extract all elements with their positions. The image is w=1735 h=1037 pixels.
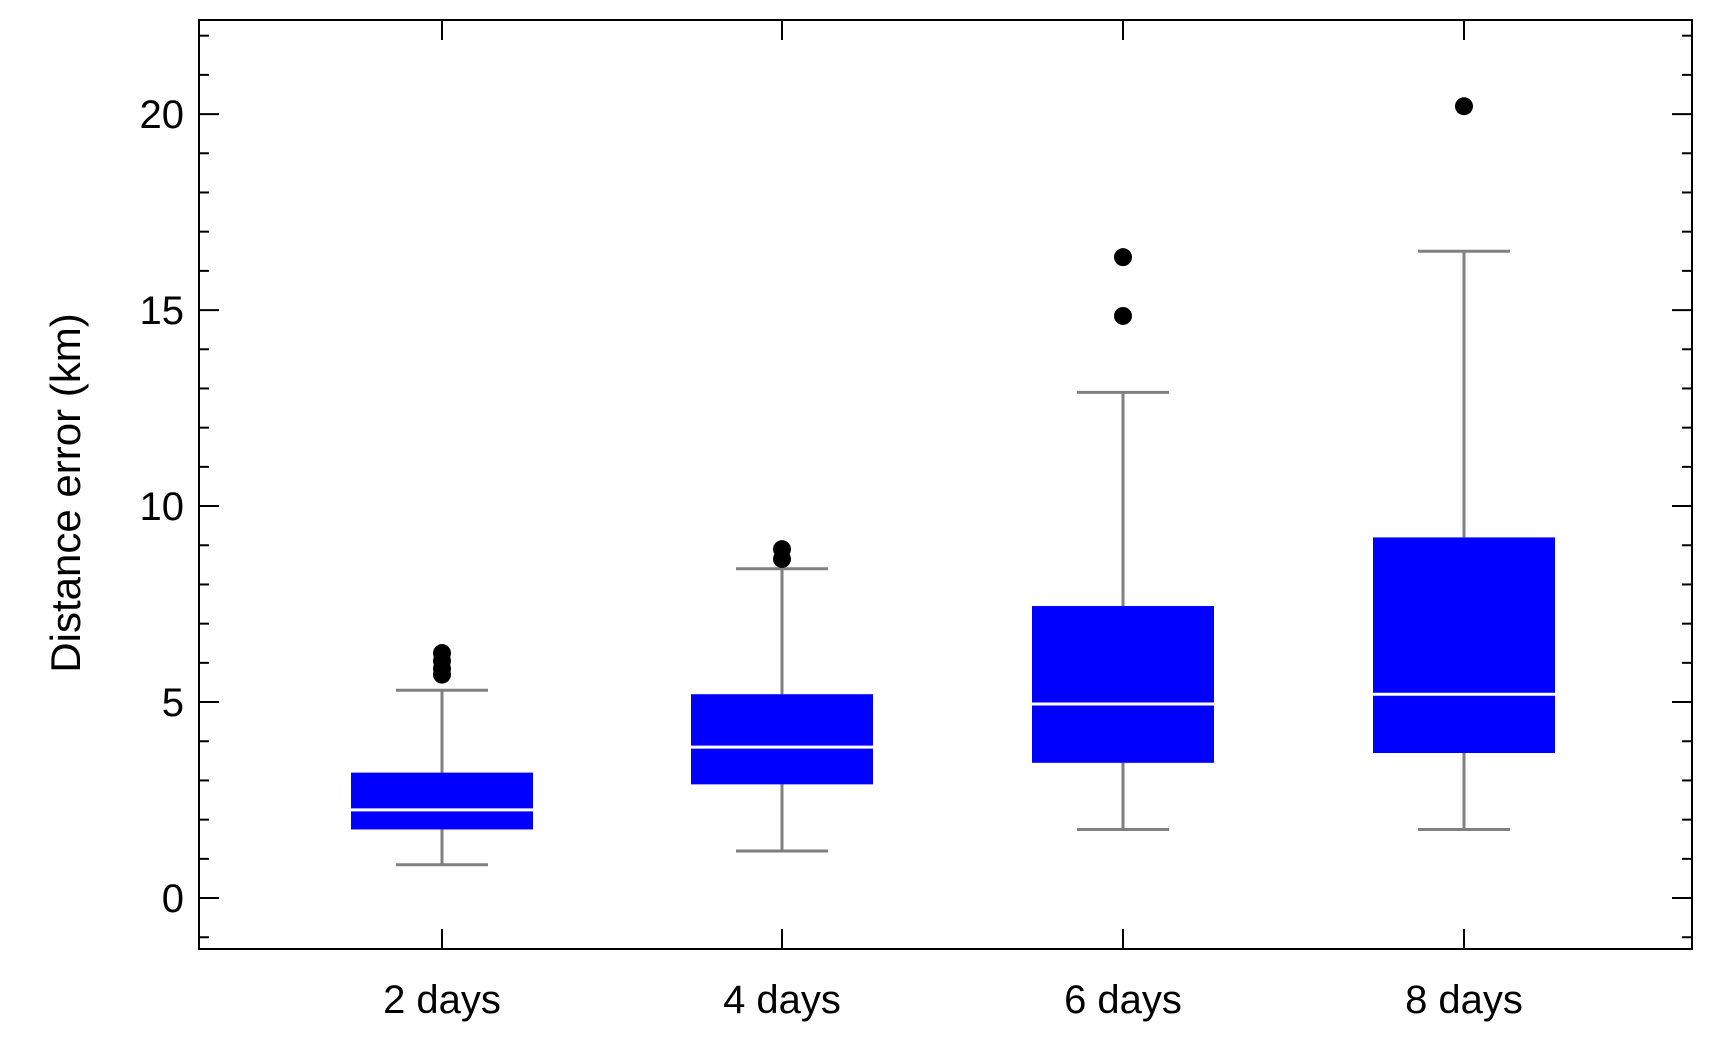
y-tick-label: 20 — [140, 93, 185, 137]
y-tick-label: 0 — [162, 877, 184, 921]
box-group-2 — [691, 540, 873, 853]
axis-labels: 0 5 10 15 20 2 days 4 days 6 days 8 days — [140, 93, 1523, 1022]
outlier-point — [1114, 306, 1132, 325]
outlier-point — [1455, 97, 1473, 116]
box-iqr — [1373, 537, 1555, 754]
outlier-point — [1114, 248, 1132, 267]
x-tick-label: 6 days — [1064, 978, 1182, 1022]
box-iqr — [691, 694, 873, 785]
box-group-4 — [1373, 97, 1555, 831]
box-group-3 — [1032, 248, 1214, 831]
y-axis-title: Distance error (km) — [42, 313, 89, 672]
plot-area — [351, 97, 1555, 867]
x-tick-label: 2 days — [383, 978, 501, 1022]
plot-frame — [198, 19, 1693, 950]
outlier-point — [773, 540, 791, 559]
x-tick-label: 8 days — [1405, 978, 1523, 1022]
y-tick-label: 5 — [162, 681, 184, 725]
axis-ticks — [199, 20, 1692, 949]
box-iqr — [1032, 606, 1214, 763]
y-tick-label: 10 — [140, 485, 185, 529]
outlier-point — [433, 644, 451, 663]
box-iqr — [351, 772, 533, 830]
x-tick-label: 4 days — [723, 978, 841, 1022]
y-tick-label: 15 — [140, 289, 185, 333]
box-group-1 — [351, 644, 533, 867]
